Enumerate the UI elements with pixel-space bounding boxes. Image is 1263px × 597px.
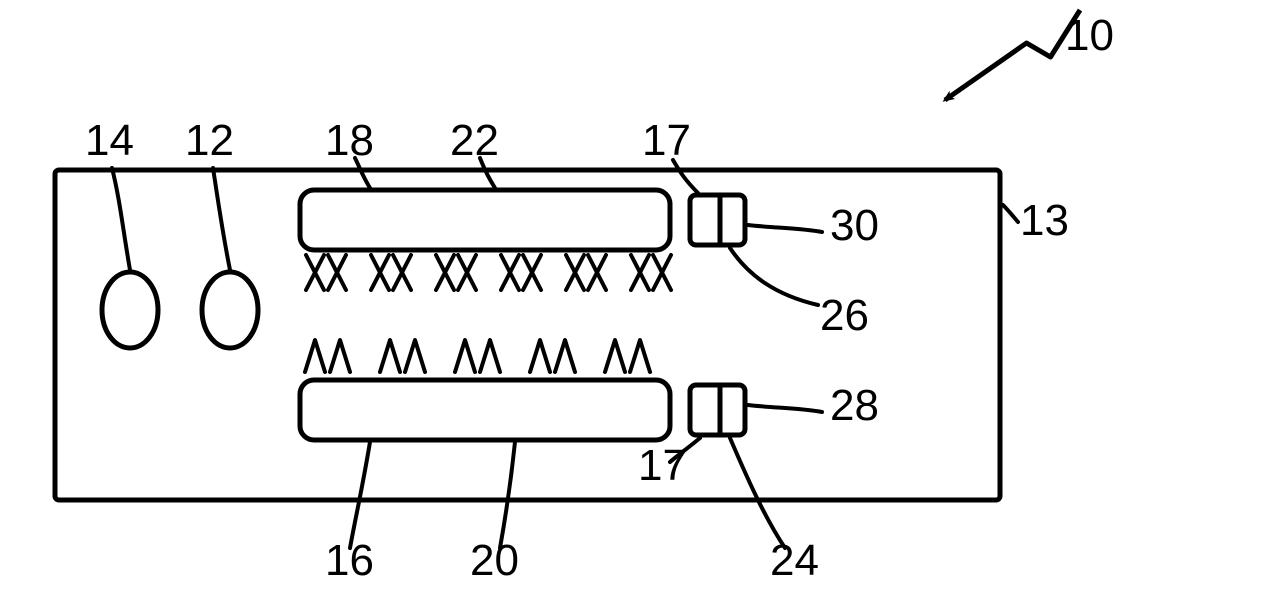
label-26: 26: [820, 291, 869, 340]
caret-mark-1: [380, 340, 400, 372]
label-16: 16: [325, 536, 374, 585]
lead-line-20: [500, 442, 515, 548]
caret-mark-4: [605, 340, 625, 372]
caret-mark-0: [305, 340, 325, 372]
oval-14: [102, 272, 158, 348]
label-17a: 17: [642, 116, 691, 165]
label-14: 14: [85, 116, 134, 165]
lead-line-28: [748, 405, 822, 412]
label-22: 22: [450, 116, 499, 165]
label-12: 12: [185, 116, 234, 165]
lead-line-14: [112, 168, 130, 270]
label-28: 28: [830, 381, 879, 430]
caret-mark-1: [405, 340, 425, 372]
label-17b: 17: [638, 441, 687, 490]
oval-12: [202, 272, 258, 348]
label-20: 20: [470, 536, 519, 585]
caret-mark-2: [480, 340, 500, 372]
label-18: 18: [325, 116, 374, 165]
label-13: 13: [1020, 196, 1069, 245]
lead-line-16: [350, 442, 370, 548]
caret-mark-0: [330, 340, 350, 372]
lead-line-13: [1003, 205, 1018, 222]
lead-line-30: [748, 225, 822, 232]
lead-line-24: [730, 438, 785, 548]
lead-line-26: [730, 248, 818, 305]
caret-mark-4: [630, 340, 650, 372]
caret-mark-2: [455, 340, 475, 372]
lead-line-12: [213, 168, 230, 270]
lower-bar-16-20: [300, 380, 670, 440]
caret-mark-3: [530, 340, 550, 372]
reference-arrow-10: [945, 10, 1080, 100]
label-10: 10: [1065, 11, 1114, 60]
caret-mark-3: [555, 340, 575, 372]
diagram-canvas: 10 12 13 14 16 18 20 22 24 26 28 30 17 17: [0, 0, 1263, 597]
label-24: 24: [770, 536, 819, 585]
shapes-layer: [55, 10, 1080, 500]
upper-bar-18-22: [300, 190, 670, 250]
label-30: 30: [830, 201, 879, 250]
lead-lines-layer: [112, 158, 1018, 548]
